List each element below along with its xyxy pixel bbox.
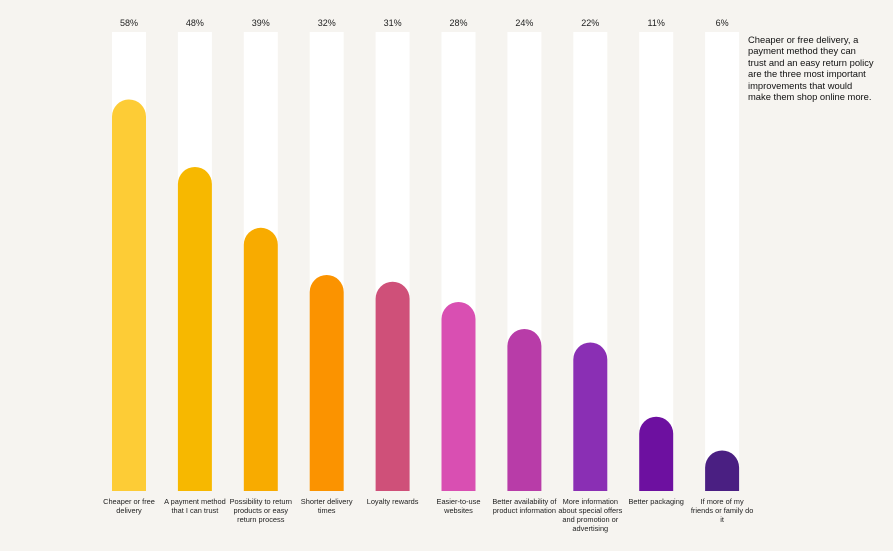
- bar: [177, 167, 212, 491]
- bar-track: [705, 32, 740, 491]
- value-label: 39%: [252, 18, 270, 28]
- category-label: A payment method that I can trust: [164, 497, 226, 515]
- category-label: Better packaging: [628, 497, 684, 506]
- value-label: 28%: [449, 18, 467, 28]
- value-label: 31%: [384, 18, 402, 28]
- bar: [573, 342, 608, 491]
- bar: [309, 275, 344, 491]
- bar: [375, 281, 410, 491]
- value-label: 11%: [648, 18, 665, 28]
- value-label: 6%: [716, 18, 729, 28]
- category-label: If more of my friends or family do it: [690, 497, 754, 524]
- category-label: Loyalty rewards: [366, 497, 419, 506]
- value-label: 48%: [186, 18, 204, 28]
- category-label: Easier-to-use websites: [436, 497, 481, 515]
- value-label: 32%: [318, 18, 336, 28]
- bar: [112, 99, 146, 492]
- chart-annotation: Cheaper or free delivery, a payment meth…: [748, 34, 874, 103]
- category-label: Cheaper or free delivery: [103, 497, 155, 515]
- category-label: Possibility to return products or easy r…: [229, 497, 293, 524]
- category-label: More information about special offers an…: [558, 497, 623, 533]
- bar: [507, 329, 542, 491]
- value-label: 24%: [515, 18, 533, 28]
- bar: [441, 302, 476, 491]
- bar: [705, 450, 740, 491]
- bar: [639, 416, 674, 491]
- value-label: 58%: [120, 18, 138, 28]
- bar: [243, 227, 278, 491]
- bar-track: [639, 32, 674, 491]
- category-label: Better availability of product informati…: [492, 497, 557, 515]
- category-label: Shorter delivery times: [300, 497, 353, 515]
- value-label: 22%: [581, 18, 599, 28]
